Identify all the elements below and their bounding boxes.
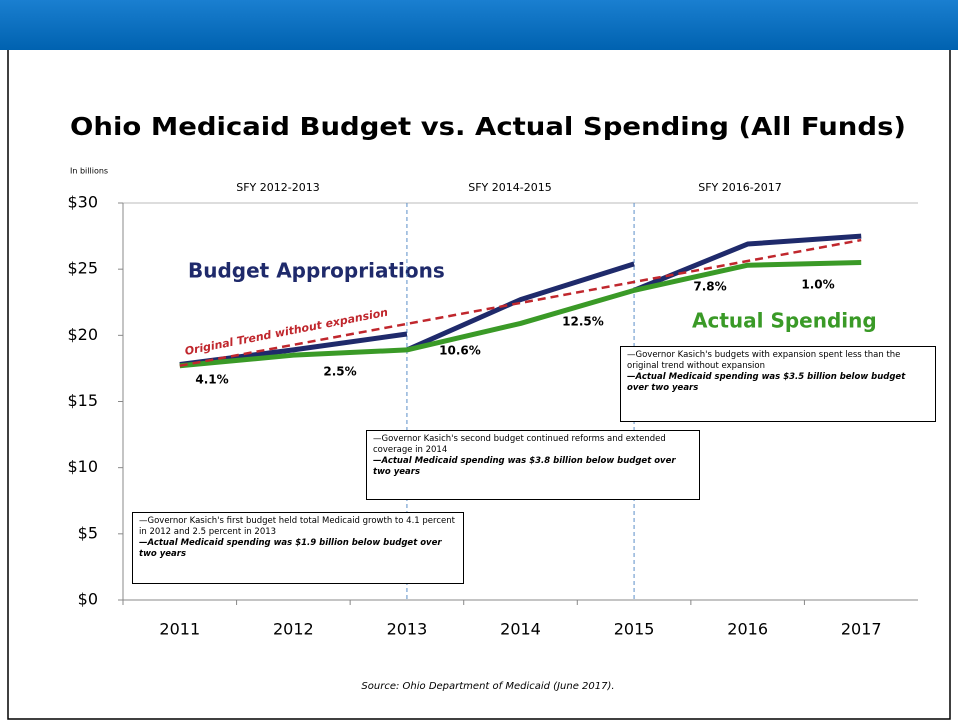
series-label: Budget Appropriations xyxy=(188,259,445,283)
note-text: —Governor Kasich's first budget held tot… xyxy=(139,516,455,537)
x-tick-label: 2016 xyxy=(727,620,768,639)
growth-label: 4.1% xyxy=(195,373,228,387)
x-tick-label: 2013 xyxy=(387,620,428,639)
series-line xyxy=(179,260,862,369)
chart-title: Ohio Medicaid Budget vs. Actual Spending… xyxy=(70,112,906,141)
y-tick-label: $15 xyxy=(67,391,98,410)
period-label: SFY 2012-2013 xyxy=(236,181,319,194)
x-tick-label: 2015 xyxy=(614,620,655,639)
note-box: —Governor Kasich's first budget held tot… xyxy=(132,512,464,584)
y-tick-label: $25 xyxy=(67,259,98,278)
note-text: —Actual Medicaid spending was $1.9 billi… xyxy=(139,538,442,559)
series-label: Actual Spending xyxy=(692,309,877,333)
growth-label: 10.6% xyxy=(439,344,481,358)
note-text: —Governor Kasich's second budget continu… xyxy=(373,434,666,455)
period-label: SFY 2016-2017 xyxy=(698,181,781,194)
growth-label: 1.0% xyxy=(801,278,834,292)
x-tick-label: 2017 xyxy=(841,620,882,639)
note-box: —Governor Kasich's second budget continu… xyxy=(366,430,700,500)
y-tick-label: $5 xyxy=(78,523,98,542)
growth-label: 12.5% xyxy=(562,315,604,329)
period-label: SFY 2014-2015 xyxy=(468,181,551,194)
note-text: —Governor Kasich's budgets with expansio… xyxy=(627,350,901,371)
series-line xyxy=(179,238,862,367)
x-tick-label: 2011 xyxy=(159,620,200,639)
header-bar xyxy=(0,0,958,50)
y-tick-label: $30 xyxy=(67,193,98,212)
growth-label: 2.5% xyxy=(323,365,356,379)
growth-label: 7.8% xyxy=(693,280,726,294)
x-tick-label: 2014 xyxy=(500,620,541,639)
note-box: —Governor Kasich's budgets with expansio… xyxy=(620,346,936,422)
x-tick-label: 2012 xyxy=(273,620,314,639)
source: Source: Ohio Department of Medicaid (Jun… xyxy=(361,681,614,692)
y-tick-label: $10 xyxy=(67,457,98,476)
note-text: —Actual Medicaid spending was $3.8 billi… xyxy=(373,456,676,477)
y-tick-label: $0 xyxy=(78,590,98,609)
slide-border xyxy=(7,50,951,720)
note-text: —Actual Medicaid spending was $3.5 billi… xyxy=(627,372,906,393)
y-tick-label: $20 xyxy=(67,325,98,344)
y-axis-label: In billions xyxy=(70,167,108,176)
